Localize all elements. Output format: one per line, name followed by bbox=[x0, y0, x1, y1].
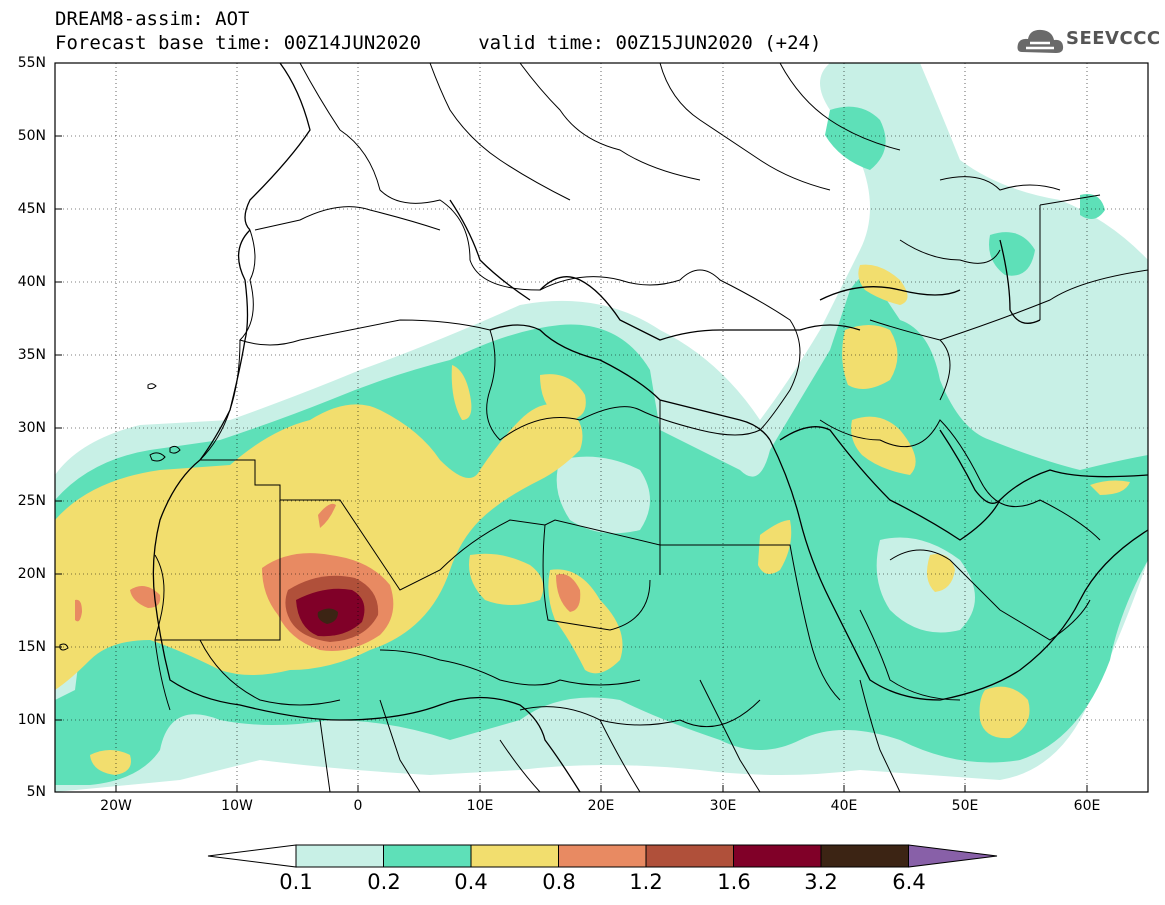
lat-tick-label: 35N bbox=[17, 347, 46, 363]
aot-contour-0.8 bbox=[75, 599, 82, 622]
colorbar-label: 0.1 bbox=[279, 870, 313, 894]
forecast-time-subtitle: Forecast base time: 00Z14JUN2020 valid t… bbox=[55, 32, 822, 54]
lon-tick-label: 20W bbox=[100, 798, 132, 814]
lon-tick-label: 10W bbox=[221, 798, 253, 814]
logo-text: SEEVCCC bbox=[1066, 28, 1161, 49]
lon-tick-label: 0 bbox=[353, 798, 363, 814]
aot-contour-0.4 bbox=[858, 264, 908, 305]
aot-contour-0.8 bbox=[318, 503, 336, 528]
colorbar-label: 1.2 bbox=[629, 870, 663, 894]
aot-contour-0.4 bbox=[842, 325, 898, 389]
aot-contour-0.8 bbox=[556, 574, 581, 612]
lat-tick-label: 30N bbox=[17, 420, 46, 436]
aot-contour-0.8 bbox=[130, 586, 161, 608]
colorbar-box bbox=[820, 844, 909, 868]
lat-tick-label: 40N bbox=[17, 274, 46, 290]
colorbar-label: 0.4 bbox=[454, 870, 488, 894]
colorbar-label: 0.8 bbox=[542, 870, 576, 894]
colorbar-label: 1.6 bbox=[717, 870, 751, 894]
colorbar-under-triangle bbox=[207, 844, 297, 868]
colorbar-box bbox=[645, 844, 734, 868]
lat-tick-label: 45N bbox=[17, 201, 46, 217]
colorbar-label: 3.2 bbox=[804, 870, 838, 894]
colorbar-box bbox=[470, 844, 559, 868]
aot-field bbox=[55, 63, 1148, 792]
lat-lon-gridlines bbox=[55, 63, 1148, 792]
colorbar-box bbox=[733, 844, 822, 868]
lat-tick-label: 50N bbox=[17, 128, 46, 144]
lon-tick-label: 50E bbox=[951, 798, 979, 814]
colorbar-box bbox=[558, 844, 647, 868]
lat-tick-label: 20N bbox=[17, 566, 46, 582]
aot-contour-0.4 bbox=[540, 374, 586, 420]
country-borders bbox=[154, 63, 1148, 792]
seevccc-logo: SEEVCCC bbox=[1016, 22, 1160, 58]
lon-tick-label: 10E bbox=[466, 798, 494, 814]
colorbar-over-triangle bbox=[908, 844, 998, 868]
lat-tick-label: 15N bbox=[17, 639, 46, 655]
colorbar-label: 0.2 bbox=[367, 870, 401, 894]
lon-tick-label: 30E bbox=[709, 798, 737, 814]
aot-contour-0.4 bbox=[851, 416, 916, 475]
aot-contour-0.4 bbox=[979, 686, 1030, 739]
aot-contour-0.1 bbox=[556, 456, 650, 534]
map-title: DREAM8-assim: AOT bbox=[55, 8, 250, 30]
aot-contour-0.2 bbox=[825, 106, 886, 170]
aot-contour-0.4 bbox=[1090, 480, 1130, 495]
cloud-icon bbox=[1017, 29, 1064, 53]
lon-tick-label: 40E bbox=[830, 798, 858, 814]
colorbar-box bbox=[383, 844, 472, 868]
aot-contour-0.4 bbox=[758, 520, 792, 574]
aot-contour-0.2 bbox=[1080, 194, 1105, 219]
aot-contour-0.4 bbox=[469, 553, 544, 605]
lon-tick-label: 60E bbox=[1073, 798, 1101, 814]
axis-ticks bbox=[55, 62, 1088, 792]
lon-tick-label: 20E bbox=[587, 798, 615, 814]
colorbar-label: 6.4 bbox=[892, 870, 926, 894]
aot-contour-0.4 bbox=[55, 404, 583, 690]
lat-tick-label: 55N bbox=[17, 55, 46, 71]
islands bbox=[59, 383, 181, 651]
aot-contour-0.4 bbox=[451, 365, 472, 420]
aot-contour-3.2 bbox=[317, 608, 338, 624]
aot-contour-0.4 bbox=[926, 554, 955, 592]
aot-contour-0.4 bbox=[90, 750, 131, 775]
lat-tick-label: 25N bbox=[17, 493, 46, 509]
lat-tick-label: 5N bbox=[26, 784, 46, 800]
colorbar-box bbox=[295, 844, 384, 868]
lat-tick-label: 10N bbox=[17, 712, 46, 728]
